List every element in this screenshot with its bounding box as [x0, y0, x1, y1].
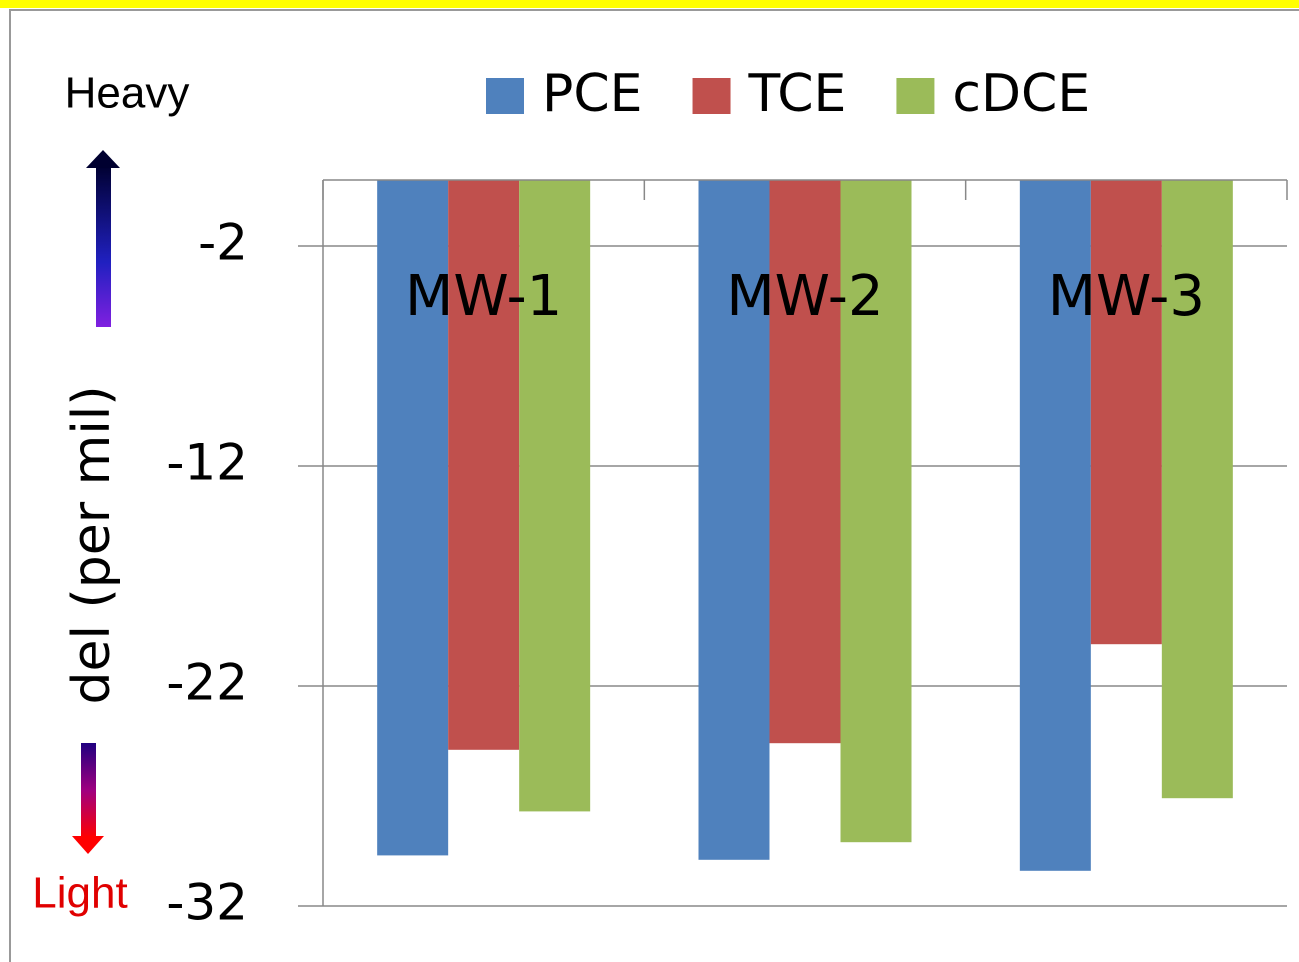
- bar: [769, 180, 841, 744]
- bar: [377, 180, 449, 856]
- legend-label: TCE: [748, 64, 847, 124]
- legend-swatch: [896, 78, 935, 114]
- x-tick-label: MW-1: [405, 264, 562, 329]
- heavy-arrowhead: [86, 150, 120, 168]
- annotation: Heavy: [65, 69, 190, 118]
- y-tick-label: -2: [198, 214, 248, 272]
- bar: [1161, 180, 1233, 799]
- legend-swatch: [692, 78, 731, 114]
- x-tick-label: MW-3: [1048, 264, 1205, 329]
- heavy-arrow: [96, 165, 111, 327]
- legend-label: cDCE: [952, 64, 1090, 124]
- y-tick-label: -12: [166, 434, 248, 492]
- top-band: [0, 0, 1299, 8]
- bar: [1090, 180, 1162, 645]
- annotation: Light: [32, 869, 127, 918]
- y-axis-label: del (per mil): [62, 385, 122, 704]
- bar: [519, 180, 591, 812]
- bar: [1019, 180, 1091, 871]
- bar: [448, 180, 520, 750]
- y-tick-label: -32: [166, 874, 248, 932]
- y-tick-label: -22: [166, 654, 248, 712]
- bar: [698, 180, 770, 860]
- legend-swatch: [486, 78, 524, 114]
- legend-label: PCE: [542, 64, 643, 124]
- bar: [840, 180, 912, 843]
- x-tick-label: MW-2: [726, 264, 883, 329]
- frame: [9, 9, 1299, 962]
- light-arrow: [81, 743, 96, 838]
- light-arrowhead: [72, 836, 104, 854]
